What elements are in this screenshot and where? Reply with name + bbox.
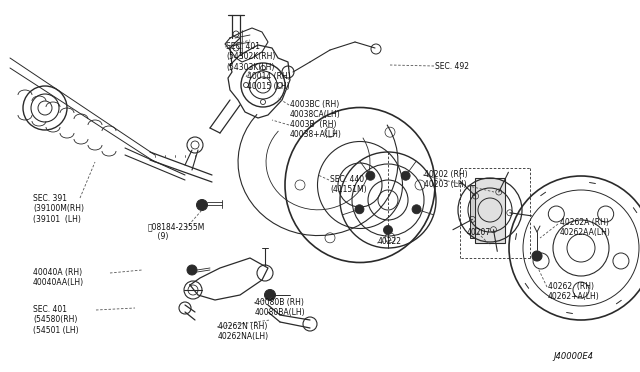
Polygon shape: [470, 185, 475, 238]
Text: SEC. 440
(41151M): SEC. 440 (41151M): [330, 175, 367, 195]
Text: Ⓒ08184-2355M
    (9): Ⓒ08184-2355M (9): [148, 222, 205, 241]
Text: 4003BC (RH)
40038CA(LH): 4003BC (RH) 40038CA(LH): [290, 100, 340, 119]
Circle shape: [366, 171, 375, 180]
Text: 40040A (RH)
40040AA(LH): 40040A (RH) 40040AA(LH): [33, 268, 84, 288]
Circle shape: [196, 199, 207, 211]
Text: 40014 (RH)
40015 (LH): 40014 (RH) 40015 (LH): [247, 72, 291, 92]
Text: 40202 (RH)
40203 (LH): 40202 (RH) 40203 (LH): [424, 170, 468, 189]
Text: SEC. 401
(54302K(RH)
(54303K(LH): SEC. 401 (54302K(RH) (54303K(LH): [226, 42, 275, 72]
Circle shape: [187, 265, 197, 275]
Text: 4003B  (RH)
40038+A(LH): 4003B (RH) 40038+A(LH): [290, 120, 342, 140]
Text: 40262  (RH)
40262+A(LH): 40262 (RH) 40262+A(LH): [548, 282, 600, 301]
Text: 40080B (RH)
40080BA(LH): 40080B (RH) 40080BA(LH): [255, 298, 306, 317]
Text: SEC. 492: SEC. 492: [435, 62, 469, 71]
Text: 40207: 40207: [467, 228, 492, 237]
Polygon shape: [475, 178, 505, 243]
Text: SEC. 391
(39100M(RH)
(39101  (LH): SEC. 391 (39100M(RH) (39101 (LH): [33, 194, 84, 224]
Text: SEC. 401
(54580(RH)
(54501 (LH): SEC. 401 (54580(RH) (54501 (LH): [33, 305, 79, 335]
Text: J40000E4: J40000E4: [553, 352, 593, 361]
Circle shape: [401, 171, 410, 180]
Circle shape: [383, 225, 392, 234]
Text: 40262A (RH)
40262AA(LH): 40262A (RH) 40262AA(LH): [560, 218, 611, 237]
Text: 40222: 40222: [378, 237, 402, 246]
Circle shape: [412, 205, 421, 214]
Circle shape: [264, 289, 275, 301]
Circle shape: [355, 205, 364, 214]
Text: 40262N (RH)
40262NA(LH): 40262N (RH) 40262NA(LH): [218, 322, 269, 341]
Circle shape: [532, 251, 542, 261]
